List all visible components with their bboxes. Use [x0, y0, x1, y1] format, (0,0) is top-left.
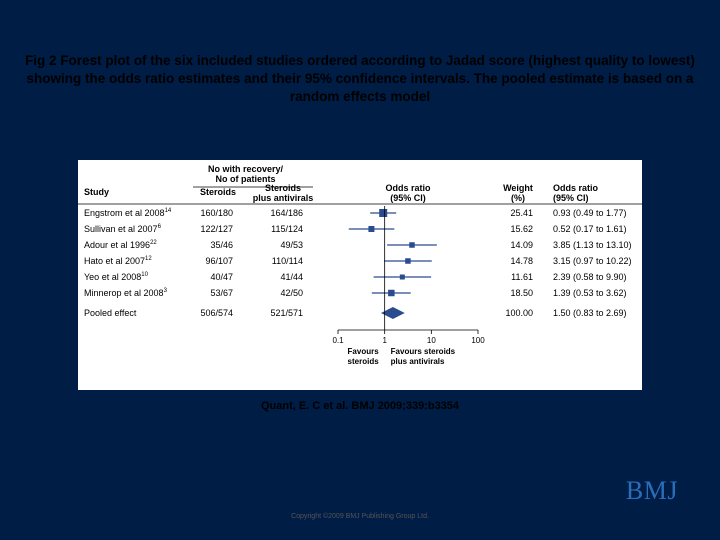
- svg-text:Yeo et al 200810: Yeo et al 200810: [84, 272, 149, 282]
- svg-text:164/186: 164/186: [270, 208, 303, 218]
- svg-text:Hato et al 200712: Hato et al 200712: [84, 256, 152, 266]
- svg-text:41/44: 41/44: [280, 272, 303, 282]
- svg-text:Study: Study: [84, 187, 109, 197]
- svg-text:11.61: 11.61: [511, 272, 533, 282]
- svg-text:110/114: 110/114: [272, 256, 303, 266]
- svg-text:No with recovery/No of patient: No with recovery/No of patients: [208, 164, 284, 184]
- svg-text:15.62: 15.62: [510, 224, 533, 234]
- svg-text:0.93 (0.49 to 1.77): 0.93 (0.49 to 1.77): [553, 208, 627, 218]
- bmj-logo: BMJ: [626, 476, 678, 506]
- svg-text:35/46: 35/46: [210, 240, 233, 250]
- citation-text: Quant, E. C et al. BMJ 2009;339:b3354: [0, 400, 720, 412]
- svg-text:49/53: 49/53: [280, 240, 303, 250]
- svg-text:Weight(%): Weight(%): [503, 183, 533, 203]
- svg-text:160/180: 160/180: [200, 208, 233, 218]
- svg-text:42/50: 42/50: [280, 288, 303, 298]
- svg-text:3.85 (1.13 to 13.10): 3.85 (1.13 to 13.10): [553, 240, 632, 250]
- svg-text:2.39 (0.58 to 9.90): 2.39 (0.58 to 9.90): [553, 272, 627, 282]
- svg-text:Steroidsplus antivirals: Steroidsplus antivirals: [253, 183, 314, 203]
- svg-text:506/574: 506/574: [200, 308, 233, 318]
- svg-text:96/107: 96/107: [205, 256, 233, 266]
- svg-text:122/127: 122/127: [200, 224, 233, 234]
- forest-plot: No with recovery/No of patients Study Ster…: [78, 160, 642, 390]
- svg-text:1.50 (0.83 to 2.69): 1.50 (0.83 to 2.69): [553, 308, 627, 318]
- svg-text:Odds ratio(95% CI): Odds ratio(95% CI): [385, 183, 431, 203]
- copyright-text: Copyright ©2009 BMJ Publishing Group Ltd…: [0, 513, 720, 520]
- svg-text:115/124: 115/124: [271, 224, 303, 234]
- svg-text:3.15 (0.97 to 10.22): 3.15 (0.97 to 10.22): [553, 256, 632, 266]
- svg-text:14.78: 14.78: [510, 256, 533, 266]
- svg-text:Favours steroidsplus antiviral: Favours steroidsplus antivirals: [391, 347, 456, 366]
- svg-text:Steroids: Steroids: [200, 187, 236, 197]
- forest-plot-svg: No with recovery/No of patients Study Ster…: [78, 160, 642, 390]
- svg-text:0.52 (0.17 to 1.61): 0.52 (0.17 to 1.61): [553, 224, 627, 234]
- svg-text:Sullivan et al 20076: Sullivan et al 20076: [84, 224, 162, 234]
- svg-text:14.09: 14.09: [510, 240, 533, 250]
- svg-text:10: 10: [427, 336, 436, 345]
- svg-text:100: 100: [471, 336, 485, 345]
- slide: Fig 2 Forest plot of the six included st…: [0, 0, 720, 540]
- svg-text:1.39 (0.53 to 3.62): 1.39 (0.53 to 3.62): [553, 288, 627, 298]
- svg-text:Pooled effect: Pooled effect: [84, 308, 137, 318]
- svg-text:Adour et al 199622: Adour et al 199622: [84, 240, 157, 250]
- svg-text:100.00: 100.00: [505, 308, 533, 318]
- svg-text:53/67: 53/67: [210, 288, 233, 298]
- svg-text:Minnerop et al 20083: Minnerop et al 20083: [84, 288, 168, 298]
- svg-text:1: 1: [382, 336, 387, 345]
- svg-text:Odds ratio(95% CI): Odds ratio(95% CI): [553, 183, 599, 203]
- svg-text:521/571: 521/571: [270, 308, 303, 318]
- svg-text:0.1: 0.1: [332, 336, 344, 345]
- svg-text:25.41: 25.41: [510, 208, 533, 218]
- figure-caption: Fig 2 Forest plot of the six included st…: [25, 52, 695, 107]
- svg-text:Engstrom et al 200814: Engstrom et al 200814: [84, 208, 172, 218]
- svg-text:40/47: 40/47: [210, 272, 233, 282]
- svg-text:Favourssteroids: Favourssteroids: [348, 347, 380, 366]
- svg-text:18.50: 18.50: [510, 288, 533, 298]
